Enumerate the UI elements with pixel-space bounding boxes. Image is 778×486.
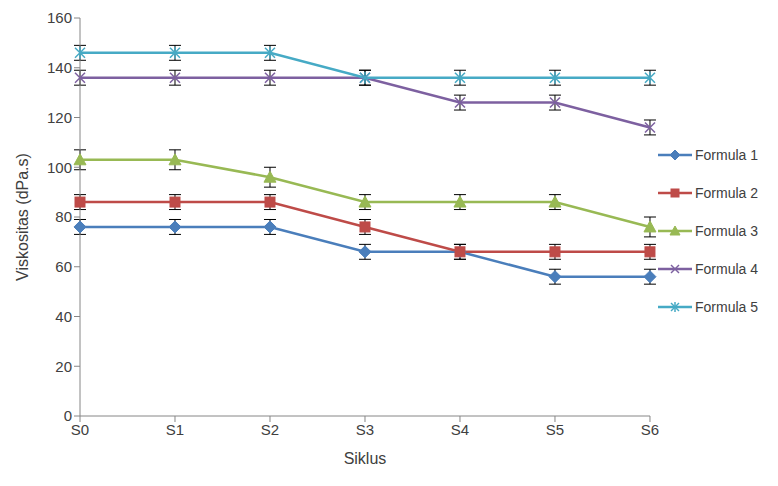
svg-text:S3: S3: [356, 421, 374, 438]
svg-text:140: 140: [47, 59, 72, 76]
svg-text:120: 120: [47, 109, 72, 126]
svg-text:0: 0: [64, 407, 72, 424]
html-text:Formula 2: Formula 2: [695, 185, 758, 201]
svg-text:80: 80: [55, 208, 72, 225]
svg-text:60: 60: [55, 258, 72, 275]
svg-text:40: 40: [55, 308, 72, 325]
html-text:Formula 5: Formula 5: [695, 299, 758, 315]
svg-text:S1: S1: [166, 421, 184, 438]
svg-text:S5: S5: [546, 421, 564, 438]
html-text:Formula 1: Formula 1: [695, 147, 758, 163]
html-text:Formula 3: Formula 3: [695, 223, 758, 239]
svg-text:S0: S0: [71, 421, 89, 438]
svg-text:100: 100: [47, 159, 72, 176]
svg-text:160: 160: [47, 9, 72, 26]
svg-text:Viskositas (dPa.s): Viskositas (dPa.s): [14, 153, 31, 281]
html-text:Formula 4: Formula 4: [695, 261, 758, 277]
svg-text:Siklus: Siklus: [344, 450, 387, 467]
svg-text:20: 20: [55, 358, 72, 375]
svg-text:S4: S4: [451, 421, 469, 438]
svg-text:S2: S2: [261, 421, 279, 438]
svg-text:S6: S6: [641, 421, 659, 438]
